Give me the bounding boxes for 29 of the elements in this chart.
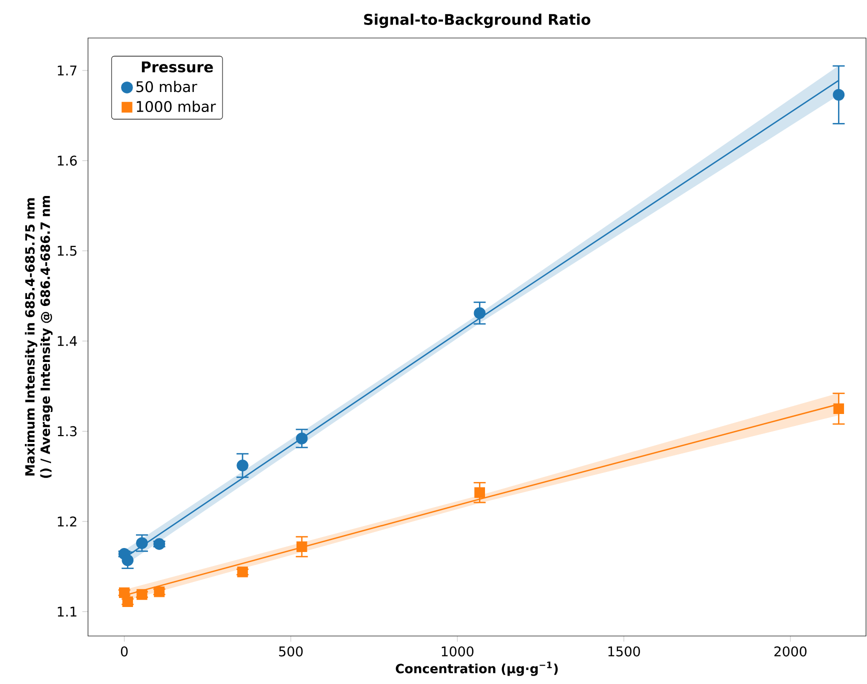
- x-tick-label: 0: [120, 646, 128, 656]
- point: [832, 88, 845, 101]
- legend-title: Pressure: [142, 62, 213, 72]
- point: [122, 554, 134, 566]
- x-axis-title: Concentration (µg·g$^{−1}$): [396, 662, 558, 676]
- point: [296, 541, 308, 552]
- y-axis-title: Maximum Intensity in 685.4-685.75 nm () / Average Intensity @ 686.4-686.7 nm: [24, 196, 53, 478]
- x-tick-label: 2000: [774, 646, 806, 656]
- y-tick-label: 1.6: [58, 156, 77, 166]
- y-tick-label: 1.4: [58, 336, 77, 346]
- y-tick-label: 1.1: [58, 606, 76, 616]
- x-tick-label: 1000: [442, 646, 474, 656]
- y-tick-label: 1.7: [58, 66, 76, 76]
- y-tick-label: 1.2: [58, 516, 76, 526]
- point: [474, 307, 486, 319]
- point: [833, 403, 844, 414]
- point: [153, 538, 166, 550]
- x-tick-label: 1500: [608, 646, 640, 656]
- point: [296, 432, 308, 444]
- legend-label: 50 mbar: [136, 80, 198, 92]
- x-tick-label: 500: [279, 646, 303, 656]
- legend-label: 1000 mbar: [136, 100, 216, 112]
- y-tick-label: 1.3: [58, 426, 77, 436]
- point: [136, 537, 148, 549]
- y-tick-label: 1.5: [58, 246, 76, 256]
- chart-title: Signal-to-Background Ratio: [364, 14, 590, 28]
- point: [236, 460, 248, 472]
- point: [474, 487, 486, 498]
- point: [237, 566, 248, 578]
